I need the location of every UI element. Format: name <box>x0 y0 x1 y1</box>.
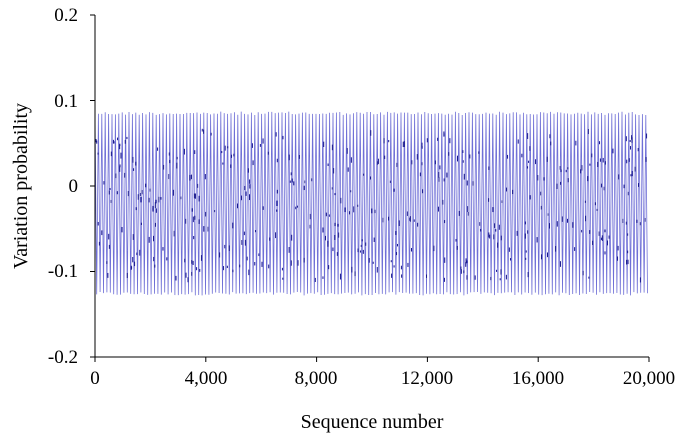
y-tick-label: 0.2 <box>54 5 78 26</box>
y-tick-label: 0 <box>69 176 79 197</box>
x-tick-label: 4,000 <box>185 368 228 389</box>
x-tick-label: 12,000 <box>401 368 453 389</box>
x-tick-label: 0 <box>90 368 100 389</box>
x-axis-title: Sequence number <box>301 411 444 433</box>
y-axis-title: Variation probability <box>10 103 32 269</box>
series-line <box>94 111 648 296</box>
x-tick-label: 16,000 <box>512 368 564 389</box>
x-tick-label: 8,000 <box>295 368 338 389</box>
series-markers <box>95 128 648 283</box>
y-tick-label: -0.1 <box>48 261 78 282</box>
tick-marks <box>90 14 650 362</box>
plot-data <box>94 111 648 296</box>
x-tick-label: 20,000 <box>623 368 675 389</box>
y-tick-label: -0.2 <box>48 347 78 368</box>
y-tick-label: 0.1 <box>54 91 78 112</box>
